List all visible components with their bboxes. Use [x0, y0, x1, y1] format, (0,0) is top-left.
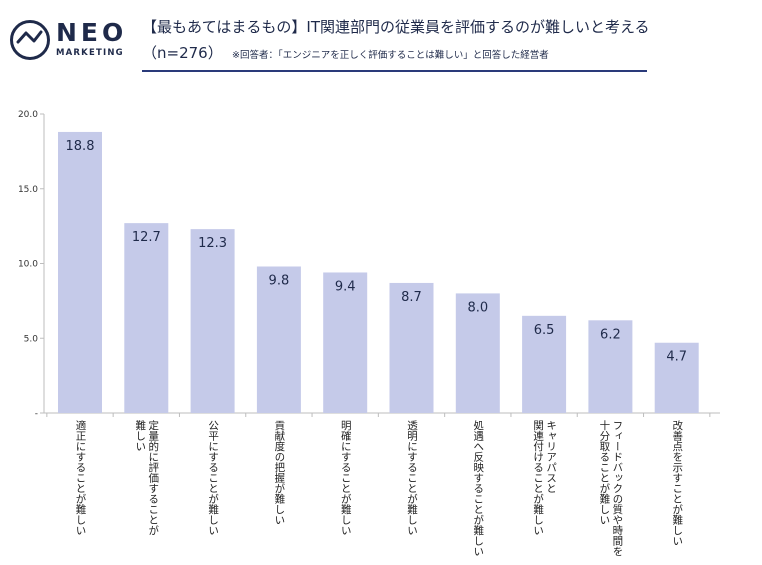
x-tick-label: 処遇へ反映することが難しい: [471, 420, 484, 557]
bar: [522, 315, 567, 413]
data-label: 4.7: [666, 350, 687, 365]
data-label: 9.8: [269, 273, 290, 288]
logo-subtitle: MARKETING: [56, 48, 124, 58]
data-label: 9.4: [335, 279, 356, 294]
x-tick-label: 公平にすることが難しい: [206, 420, 219, 536]
y-tick-label: 10.0: [18, 260, 38, 270]
data-label: 18.8: [66, 139, 95, 154]
data-label: 6.2: [600, 327, 621, 342]
y-tick-label: -: [35, 409, 38, 419]
x-tick-label: 貢献度の把握が難しい: [272, 420, 285, 525]
chart-title: 【最もあてはまるもの】IT関連部門の従業員を評価するのが難しいと考える: [142, 18, 650, 36]
x-tick-label-line: フィードバックの質や時間を: [611, 420, 624, 557]
x-tick-label: フィードバックの質や時間を 十分取ることが難しい: [597, 420, 623, 557]
x-tick-label-line: 明確にすることが難しい: [339, 420, 352, 536]
x-tick-label: キャリアパスと 関連付けることが難しい: [531, 420, 557, 536]
x-tick-label-line: キャリアパスと: [545, 420, 558, 494]
data-label: 12.3: [198, 236, 227, 251]
x-tick-label: 明確にすることが難しい: [339, 420, 352, 536]
bar: [256, 266, 301, 413]
x-tick-label: 適正にすることが難しい: [74, 420, 87, 536]
x-tick-label-line: 適正にすることが難しい: [74, 420, 87, 536]
y-tick-label: 5.0: [24, 334, 39, 344]
neo-marketing-logo: NEO MARKETING: [10, 18, 130, 68]
x-tick-label: 透明にすることが難しい: [405, 420, 418, 536]
x-tick-label-line: 難しい: [134, 420, 147, 452]
bar: [654, 342, 699, 413]
x-tick-label-line: 透明にすることが難しい: [406, 420, 418, 536]
sample-size: （n=276）: [142, 44, 223, 62]
bar: [124, 223, 169, 413]
x-tick-label-line: 公平にすることが難しい: [207, 420, 220, 536]
x-tick-label-line: 改善点を示すことが難しい: [671, 420, 684, 546]
bar: [588, 320, 633, 413]
bar: [58, 131, 102, 413]
data-label: 6.5: [534, 323, 555, 338]
y-tick-label: 15.0: [18, 185, 38, 195]
x-tick-label: 改善点を示すことが難しい: [670, 420, 683, 546]
bar: [323, 272, 368, 413]
x-tick-label-line: 処遇へ反映することが難しい: [472, 420, 485, 557]
title-underline: [142, 70, 647, 72]
bar: [389, 282, 434, 413]
x-tick-label-line: 貢献度の把握が難しい: [273, 420, 286, 525]
x-tick-label-line: 十分取ることが難しい: [598, 420, 611, 525]
y-tick-label: 20.0: [18, 110, 38, 120]
data-label: 12.7: [132, 230, 161, 245]
data-label: 8.7: [401, 290, 422, 305]
x-tick-label-line: 関連付けることが難しい: [532, 420, 545, 536]
logo-wordmark: NEO: [56, 18, 128, 47]
x-tick-label: 定量的に評価することが 難しい: [133, 420, 159, 536]
data-label: 8.0: [467, 300, 488, 315]
bar: [190, 229, 235, 413]
logo-circle-icon: [10, 20, 50, 60]
respondent-note: ※回答者：「エンジニアを正しく評価することは難しい」と回答した経営者: [232, 50, 549, 61]
logo-wave-icon: [16, 30, 43, 44]
bar: [455, 293, 500, 413]
x-tick-label-line: 定量的に評価することが: [147, 420, 160, 536]
